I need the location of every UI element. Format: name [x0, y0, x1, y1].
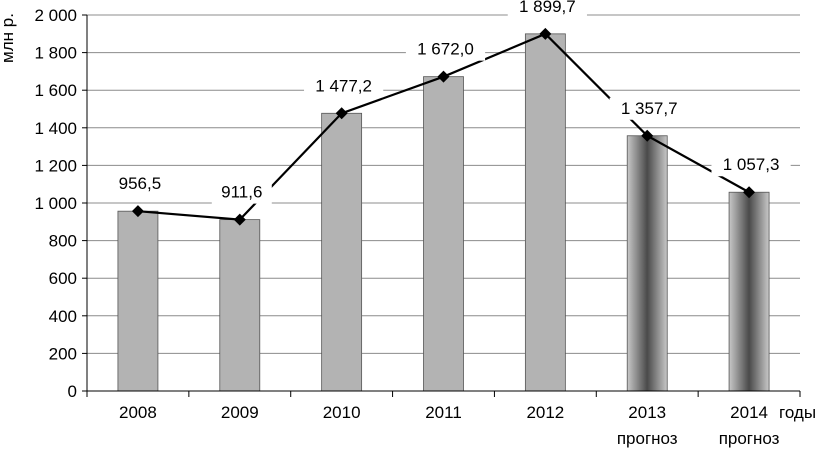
bar — [728, 191, 770, 392]
data-label-bg — [405, 38, 486, 61]
data-label: 1 672,0 — [417, 40, 474, 59]
x-tick-label: 2008 — [119, 403, 157, 422]
x-tick-sublabel: прогноз — [719, 429, 780, 448]
y-tick-label: 1 800 — [34, 44, 77, 63]
bar — [321, 112, 363, 392]
y-tick-label: 400 — [49, 307, 77, 326]
x-tick-label: 2013 — [628, 403, 666, 422]
trend-line — [131, 27, 756, 226]
x-tick-label: 2010 — [323, 403, 361, 422]
bar — [423, 76, 464, 392]
x-tick-label: 2009 — [221, 403, 259, 422]
data-label: 956,5 — [119, 174, 162, 193]
y-tick-label: 1 000 — [34, 194, 77, 213]
x-tick-label: 2012 — [526, 403, 564, 422]
line-point — [437, 70, 450, 83]
bars — [117, 33, 770, 392]
x-tick-label: 2011 — [425, 403, 462, 422]
data-label-bg — [507, 0, 587, 18]
y-tick-label: 200 — [49, 344, 77, 363]
data-label: 1 357,7 — [621, 99, 678, 118]
data-label: 1 057,3 — [723, 155, 780, 174]
data-label-bg — [304, 75, 384, 98]
data-labels: 956,5 911,6 1 477,2 1 672,0 1 899,7 1 357,7 1 … — [109, 0, 791, 204]
data-label: 911,6 — [221, 183, 262, 202]
line-point — [131, 205, 144, 218]
x-tick-sublabel: прогноз — [617, 429, 678, 448]
bar — [117, 210, 159, 392]
y-tick-label: 800 — [49, 232, 77, 251]
data-label-bg — [109, 173, 170, 196]
data-label-bg — [711, 154, 791, 177]
y-tick-label: 1 400 — [34, 119, 77, 138]
y-tick-label: 0 — [68, 382, 77, 401]
data-label: 1 477,2 — [315, 76, 372, 95]
line-point — [539, 27, 552, 40]
axes: 0 200 400 600 800 1 000 1 200 1 400 1 600 1 800 2 … — [34, 6, 801, 448]
x-axis-title: годы — [779, 403, 816, 422]
bar — [219, 219, 261, 392]
data-label-bg — [609, 97, 689, 120]
bar — [524, 33, 566, 392]
line-point — [641, 129, 654, 142]
data-label-bg — [211, 181, 272, 204]
y-tick-label: 1 200 — [34, 156, 77, 175]
y-tick-label: 2 000 — [34, 6, 77, 25]
line-point — [335, 107, 348, 120]
line-point — [233, 213, 246, 226]
line-point — [743, 186, 756, 199]
y-axis-title: млн р. — [0, 13, 17, 63]
data-label: 1 899,7 — [519, 0, 576, 16]
y-tick-label: 1 600 — [34, 81, 77, 100]
bar — [626, 135, 668, 392]
x-tick-label: 2014 — [730, 403, 768, 422]
y-tick-label: 600 — [49, 269, 77, 288]
